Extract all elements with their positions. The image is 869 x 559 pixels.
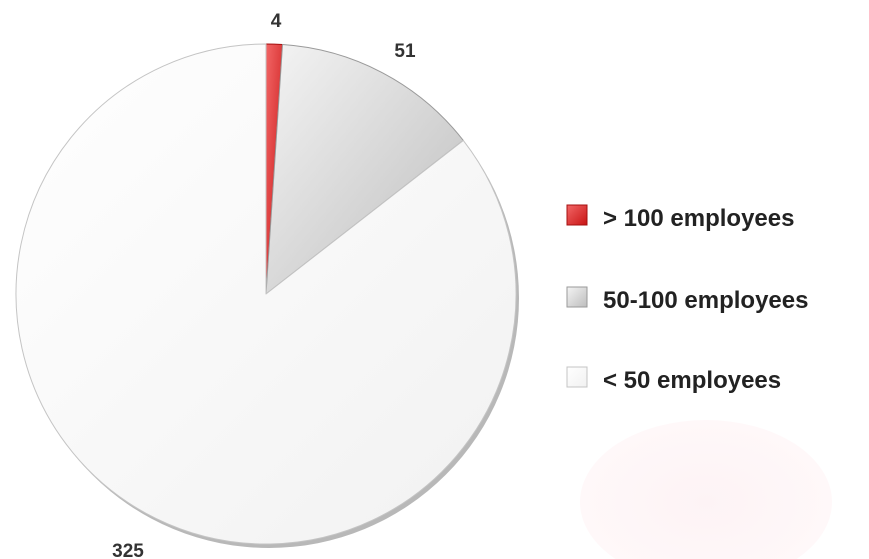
pie-slice-50-employees <box>15 43 517 545</box>
legend-label-50-employees: < 50 employees <box>603 367 781 394</box>
pie-slice-50-100-employees <box>265 44 464 295</box>
data-label-50-100-employees: 51 <box>394 41 416 62</box>
decorative-blob <box>580 420 832 559</box>
legend-label-50-100-employees: 50-100 employees <box>603 287 808 314</box>
legend-swatch-100-employees <box>566 204 588 226</box>
legend-label-100-employees: > 100 employees <box>603 205 794 232</box>
data-label-100-employees: 4 <box>271 11 282 32</box>
legend: > 100 employees 50-100 employees < 50 empl… <box>566 204 808 394</box>
legend-swatch-50-employees <box>566 366 588 388</box>
legend-swatch-50-100-employees <box>566 286 588 308</box>
data-label-50-employees: 325 <box>112 541 144 559</box>
